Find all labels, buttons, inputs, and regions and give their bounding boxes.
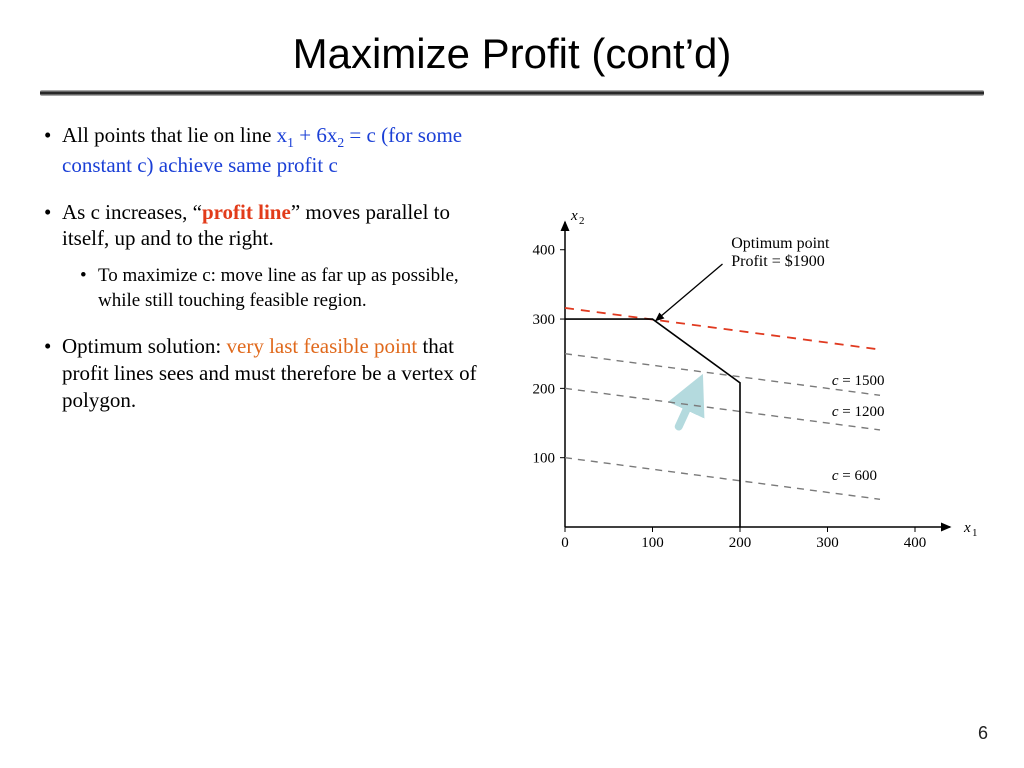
bullet-3-prefix: Optimum solution: [62,334,227,358]
bullet-2-prefix: As c increases, “ [62,200,202,224]
slide: Maximize Profit (cont’d) All points that… [0,0,1024,768]
chart-container: 0100200300400100200300400x1x2c = 600c = … [510,202,980,572]
svg-text:2: 2 [579,215,585,227]
svg-text:400: 400 [904,535,927,551]
slide-title: Maximize Profit (cont’d) [40,30,984,78]
bullet-2: As c increases, “profit line” moves para… [40,199,480,313]
svg-text:c = 1500: c = 1500 [832,373,885,389]
chart-column: 0100200300400100200300400x1x2c = 600c = … [480,122,984,434]
svg-text:x: x [570,208,578,224]
text-column: All points that lie on line x1 + 6x2 = c… [40,122,480,434]
bullet-3: Optimum solution: very last feasible poi… [40,333,480,414]
svg-text:1: 1 [972,527,978,539]
svg-text:100: 100 [533,451,556,467]
profit-chart: 0100200300400100200300400x1x2c = 600c = … [510,202,980,572]
bullet-list: All points that lie on line x1 + 6x2 = c… [40,122,480,414]
bullet-1-prefix: All points that lie on line [62,123,277,147]
slide-body: All points that lie on line x1 + 6x2 = c… [40,122,984,434]
page-number: 6 [978,723,988,744]
svg-text:300: 300 [816,535,839,551]
svg-text:c = 1200: c = 1200 [832,404,885,420]
bullet-2-sub-1: To maximize c: move line as far up as po… [62,264,480,313]
svg-text:200: 200 [533,381,556,397]
svg-text:400: 400 [533,243,556,259]
svg-text:Optimum point: Optimum point [731,235,830,252]
svg-text:0: 0 [561,535,569,551]
svg-text:200: 200 [729,535,752,551]
svg-text:Profit = $1900: Profit = $1900 [731,253,824,270]
bullet-1: All points that lie on line x1 + 6x2 = c… [40,122,480,179]
svg-text:x: x [963,520,971,536]
svg-text:300: 300 [533,312,556,328]
bullet-2-profit-line: profit line [202,200,291,224]
bullet-2-sublist: To maximize c: move line as far up as po… [62,264,480,313]
bullet-3-orange: very last feasible point [227,334,418,358]
svg-text:c = 600: c = 600 [832,468,877,484]
svg-text:100: 100 [641,535,664,551]
title-divider [40,90,984,96]
